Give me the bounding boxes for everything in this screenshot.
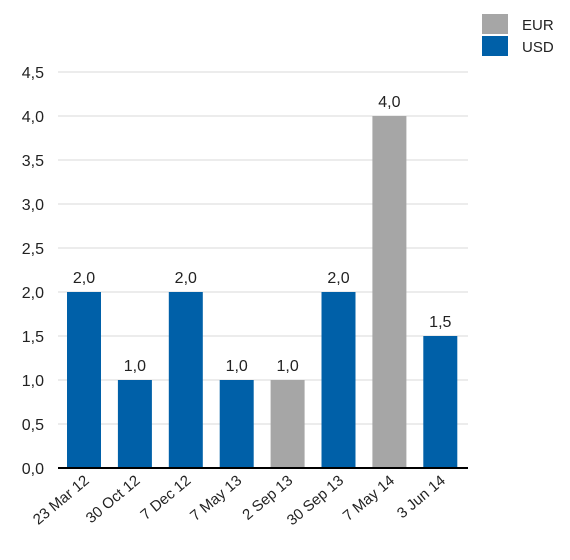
bar [117,380,152,468]
value-labels: 2,0 1,0 2,0 1,0 1,0 2,0 4,0 1,5 [73,94,452,375]
legend-swatch [482,14,508,34]
y-tick-label: 1,0 [22,373,44,390]
bar [67,292,101,468]
y-tick-label: 1,5 [22,329,44,346]
bar-value-label: 2,0 [73,270,95,287]
bar-value-label: 1,0 [124,358,146,375]
x-tick-label: 3 Jun 14 [394,472,449,522]
y-tick-label: 2,0 [22,285,44,302]
x-tick-label: 7 May 14 [340,472,398,525]
bar [321,292,356,468]
legend: EUR USD [482,14,554,56]
bar-value-label: 1,5 [429,314,451,331]
x-tick-label: 7 May 13 [187,472,245,525]
y-tick-label: 0,5 [22,417,44,434]
bar-value-label: 4,0 [378,94,400,111]
bar-value-label: 1,0 [226,358,248,375]
x-tick-label: 23 Mar 12 [30,472,93,528]
y-tick-label: 3,0 [22,197,44,214]
bars [67,116,458,468]
y-tick-label: 0,0 [22,461,44,478]
x-tick-label: 30 Sep 13 [284,472,347,529]
legend-label: EUR [522,17,554,34]
y-axis-tick-labels: 0,0 0,5 1,0 1,5 2,0 2,5 3,0 3,5 4,0 4,5 [22,65,44,478]
bar [219,380,254,468]
y-tick-label: 4,5 [22,65,44,82]
bar-value-label: 2,0 [327,270,349,287]
y-tick-label: 4,0 [22,109,44,126]
bar [423,336,458,468]
x-tick-label: 30 Oct 12 [83,472,144,527]
y-tick-label: 3,5 [22,153,44,170]
bar [270,380,305,468]
bar-value-label: 1,0 [276,358,298,375]
legend-label: USD [522,39,554,56]
bar [372,116,407,468]
bar-value-label: 2,0 [175,270,197,287]
grid-lines [58,71,468,425]
y-tick-label: 2,5 [22,241,44,258]
x-tick-label: 7 Dec 12 [137,472,194,524]
bar [168,292,203,468]
legend-swatch [482,36,508,56]
